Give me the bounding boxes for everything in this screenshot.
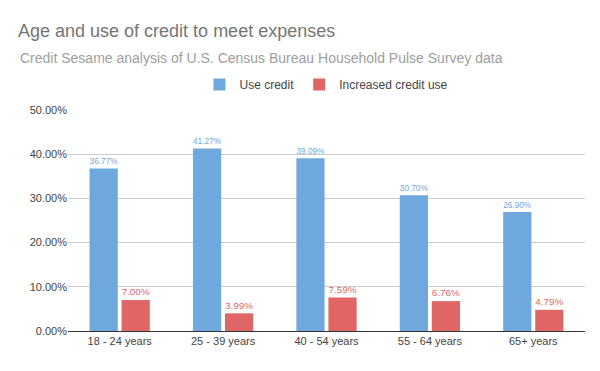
svg-text:Use credit: Use credit [240,78,295,92]
svg-text:7.59%: 7.59% [328,284,356,295]
svg-text:30.70%: 30.70% [400,184,429,193]
svg-text:55 - 64 years: 55 - 64 years [398,335,463,347]
svg-text:36.77%: 36.77% [90,157,119,166]
svg-text:20.00%: 20.00% [30,236,68,248]
svg-text:30.00%: 30.00% [30,192,68,204]
svg-text:40.00%: 40.00% [30,148,68,160]
svg-text:41.27%: 41.27% [193,137,222,146]
svg-text:0.00%: 0.00% [36,325,67,337]
svg-text:6.76%: 6.76% [432,287,460,298]
svg-text:Increased credit use: Increased credit use [339,78,447,92]
svg-text:Credit Sesame analysis of U.S.: Credit Sesame analysis of U.S. Census Bu… [20,50,503,66]
svg-text:10.00%: 10.00% [30,281,68,293]
svg-text:7.00%: 7.00% [122,286,150,297]
svg-text:18 - 24 years: 18 - 24 years [88,335,153,347]
svg-text:65+ years: 65+ years [509,335,558,347]
svg-text:25 - 39 years: 25 - 39 years [191,335,256,347]
svg-text:26.90%: 26.90% [503,201,532,210]
svg-text:50.00%: 50.00% [30,104,68,116]
svg-text:Age and use of credit to meet: Age and use of credit to meet expenses [18,21,335,41]
svg-text:4.79%: 4.79% [535,296,563,307]
svg-text:3.99%: 3.99% [225,300,253,311]
svg-text:40 - 54 years: 40 - 54 years [294,335,359,347]
svg-text:39.09%: 39.09% [296,147,325,156]
